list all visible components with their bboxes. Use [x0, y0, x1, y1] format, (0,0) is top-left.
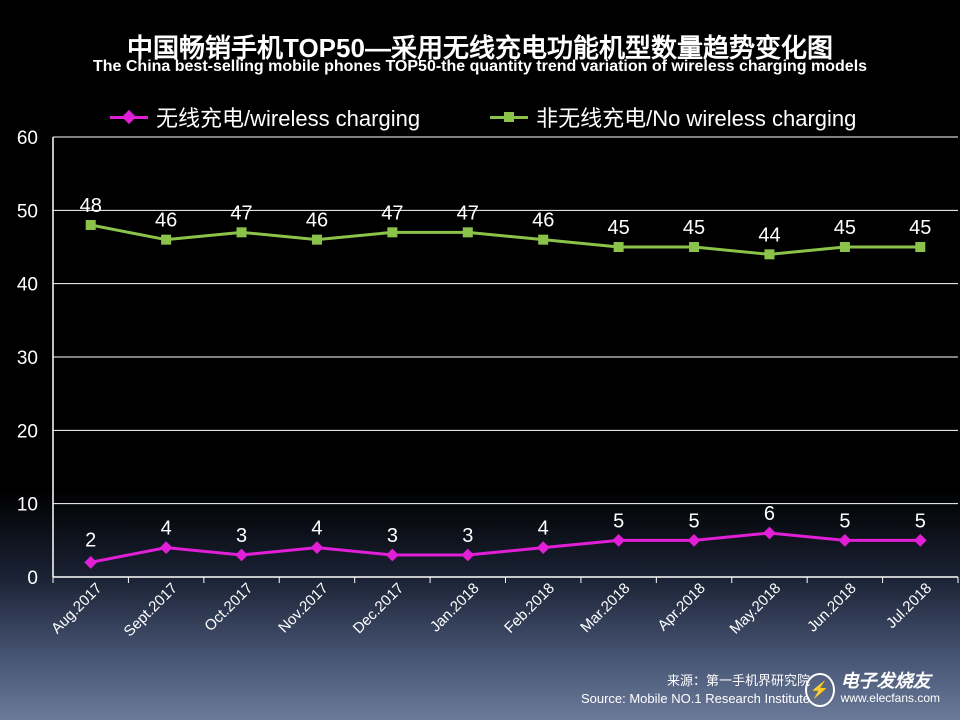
data-label: 5 [688, 510, 699, 532]
data-point [310, 541, 324, 555]
y-tick-label: 0 [27, 568, 38, 589]
y-tick-label: 10 [17, 495, 38, 516]
legend-item-no-wireless: 非无线充电/No wireless charging [490, 101, 856, 133]
x-tick-label: Feb.2018 [501, 580, 558, 637]
data-label: 46 [155, 210, 177, 232]
source-line-cn: 来源：第一手机界研究院 [666, 673, 810, 688]
data-point [387, 227, 398, 238]
data-point [689, 242, 700, 252]
data-point [461, 548, 475, 562]
data-point [85, 220, 96, 230]
data-point [236, 227, 247, 238]
data-label: 47 [457, 202, 479, 224]
data-point [687, 533, 701, 547]
x-tick-label: Sept.2017 [121, 580, 181, 640]
x-tick-label: Oct.2017 [201, 580, 256, 635]
watermark: ⚡ 电子发烧友 www.elecfans.com [805, 666, 940, 714]
data-label: 3 [236, 525, 247, 547]
data-point [764, 249, 775, 260]
data-point [913, 533, 927, 547]
data-point [235, 548, 248, 562]
chart-legend: 无线充电/wireless charging 非无线充电/No wireless… [110, 100, 856, 134]
x-tick-label: Apr.2018 [654, 580, 708, 634]
legend-item-wireless: 无线充电/wireless charging [110, 101, 420, 133]
legend-label-wireless: 无线充电/wireless charging [156, 106, 421, 131]
data-label: 47 [381, 202, 403, 224]
data-point [536, 541, 550, 555]
data-point [612, 533, 625, 547]
chart-title: 中国畅销手机TOP50—采用无线充电功能机型数量趋势变化图 [127, 33, 833, 63]
source-line-en: Source: Mobile NO.1 Research Institute [580, 691, 810, 706]
x-tick-label: Jun.2018 [804, 580, 860, 636]
data-point [839, 242, 850, 252]
y-tick-label: 60 [17, 128, 38, 149]
data-point [462, 227, 473, 238]
data-point [763, 526, 776, 540]
data-label: 46 [532, 210, 554, 232]
legend-swatch-no-wireless [490, 107, 529, 127]
data-point [838, 533, 852, 547]
data-label: 3 [462, 525, 473, 547]
x-tick-label: Nov.2017 [275, 580, 332, 637]
chart-subtitle: The China best-selling mobile phones TOP… [92, 58, 868, 75]
data-label: 44 [758, 224, 780, 246]
data-point [386, 548, 399, 562]
data-point [84, 555, 98, 569]
data-label: 4 [161, 518, 172, 540]
data-point [538, 234, 549, 245]
data-label: 47 [230, 202, 252, 224]
y-tick-label: 30 [17, 348, 38, 369]
data-label: 48 [80, 195, 102, 217]
source-note: 来源：第一手机界研究院 Source: Mobile NO.1 Research… [581, 672, 810, 708]
x-tick-label: Jan.2018 [427, 580, 483, 636]
data-label: 4 [538, 518, 549, 540]
data-point [915, 242, 926, 252]
x-tick-label: Aug.2017 [48, 580, 105, 637]
data-label: 2 [85, 529, 96, 551]
x-tick-label: May.2018 [726, 580, 784, 638]
series-line [90, 531, 921, 564]
lightning-logo-icon: ⚡ [805, 673, 835, 707]
y-tick-label: 20 [17, 421, 38, 442]
data-label: 5 [915, 510, 926, 532]
watermark-name: 电子发烧友 [840, 671, 931, 691]
data-label: 45 [683, 217, 705, 239]
legend-swatch-wireless [110, 107, 148, 127]
data-point [161, 234, 172, 245]
data-label: 46 [306, 210, 328, 232]
x-tick-label: Mar.2018 [577, 580, 633, 636]
data-label: 45 [909, 217, 931, 239]
data-label: 5 [839, 510, 850, 532]
data-point [613, 242, 624, 252]
data-label: 3 [387, 525, 398, 547]
legend-label-no-wireless: 非无线充电/No wireless charging [536, 106, 857, 131]
data-label: 45 [608, 217, 630, 239]
data-label: 6 [764, 503, 775, 525]
data-label: 4 [311, 518, 322, 540]
x-tick-label: Jul.2018 [883, 580, 935, 632]
data-point [159, 541, 173, 555]
series-line [90, 223, 921, 256]
y-tick-label: 50 [17, 201, 38, 222]
data-label: 5 [613, 510, 624, 532]
data-label: 45 [834, 217, 856, 239]
data-point [311, 234, 322, 245]
y-tick-label: 40 [17, 275, 38, 296]
watermark-url: www.elecfans.com [840, 691, 940, 705]
x-tick-label: Dec.2017 [350, 580, 407, 637]
